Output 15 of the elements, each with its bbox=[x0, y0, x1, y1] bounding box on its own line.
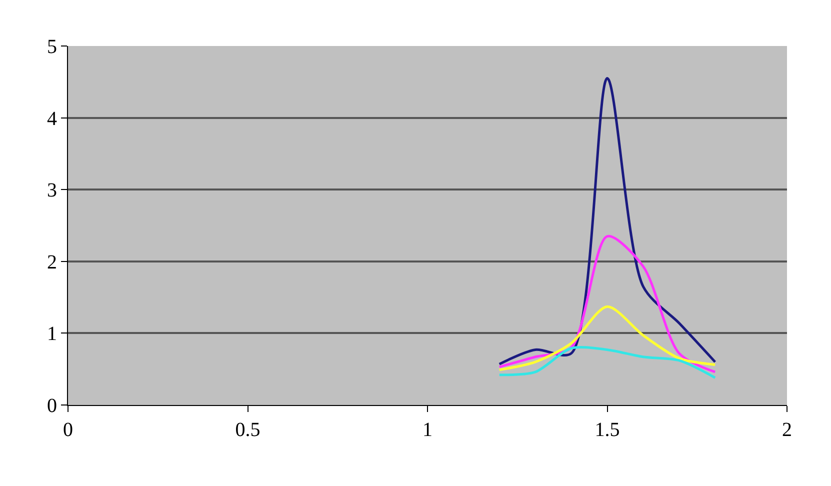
y-tick-label: 1 bbox=[47, 323, 57, 346]
x-tick-label: 1 bbox=[422, 419, 432, 441]
line-series bbox=[498, 77, 716, 366]
y-tick-label: 2 bbox=[47, 251, 57, 274]
line-series bbox=[498, 305, 716, 372]
y-tick-label: 0 bbox=[47, 395, 57, 417]
x-tick-label: 0.5 bbox=[235, 419, 260, 441]
line-series bbox=[498, 346, 716, 379]
x-tick-label: 2 bbox=[782, 419, 792, 441]
y-tick-label: 3 bbox=[47, 180, 57, 202]
y-tick-label: 4 bbox=[47, 108, 57, 130]
x-tick-label: 0 bbox=[63, 419, 73, 441]
x-tick-label: 1.5 bbox=[594, 419, 620, 441]
y-tick-label: 5 bbox=[47, 36, 57, 58]
line-series bbox=[498, 234, 716, 374]
